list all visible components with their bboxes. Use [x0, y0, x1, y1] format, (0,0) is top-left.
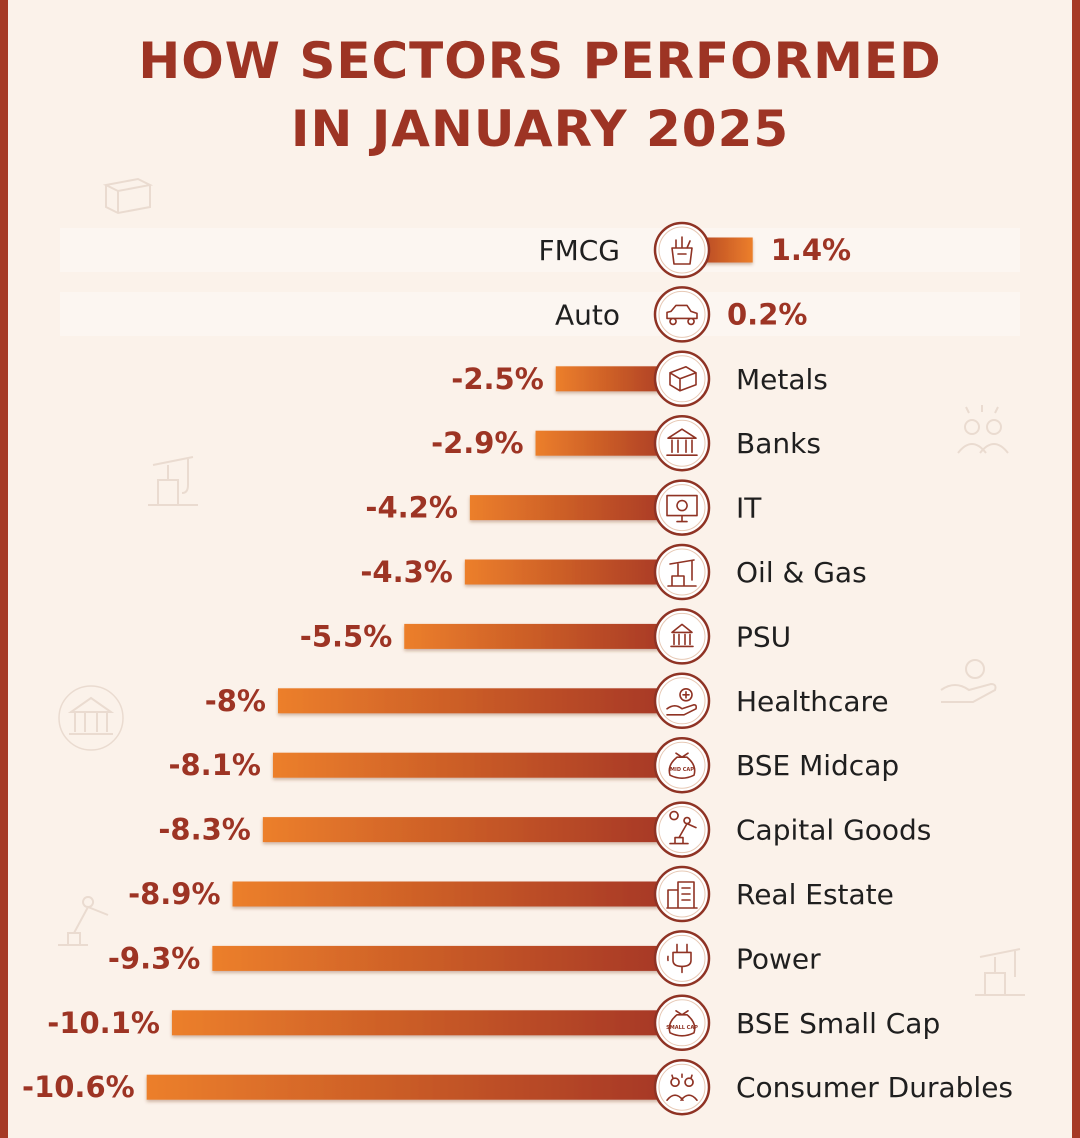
category-label-13: Consumer Durables [736, 1071, 1013, 1104]
icon-caption-8: MID CAP [670, 767, 694, 773]
value-label-10: -8.9% [128, 877, 220, 911]
robotic-arm-icon [653, 801, 711, 858]
category-label-10: Real Estate [736, 878, 894, 911]
robotic-arm-icon [58, 896, 109, 946]
consumer-people-icon [653, 1058, 711, 1116]
car-icon [653, 286, 711, 343]
bar-4 [469, 495, 682, 521]
background-stripe [60, 228, 1020, 272]
value-label-4: -4.2% [365, 491, 457, 525]
power-plug-icon [653, 930, 711, 987]
money-bag-small-cap-icon: SMALL CAP [653, 994, 711, 1052]
category-label-5: Oil & Gas [736, 556, 867, 589]
government-building-icon [58, 685, 124, 751]
category-label-7: Healthcare [736, 685, 889, 718]
value-label-3: -2.9% [431, 426, 523, 460]
bar-9 [262, 817, 682, 843]
value-label-5: -4.3% [360, 555, 452, 589]
government-building-icon [653, 608, 711, 665]
money-bag-mid-cap-icon: MID CAP [653, 736, 711, 794]
bar-7 [278, 688, 682, 714]
bank-icon [653, 414, 711, 472]
oil-pump-icon [148, 456, 198, 506]
bar-10 [232, 881, 683, 907]
category-label-4: IT [736, 492, 762, 525]
value-label-6: -5.5% [300, 619, 392, 653]
value-label-0: 1.4% [771, 233, 851, 267]
category-label-8: BSE Midcap [736, 749, 899, 782]
value-label-9: -8.3% [158, 813, 250, 847]
category-label-9: Capital Goods [736, 814, 931, 847]
bar-12 [171, 1010, 682, 1036]
bar-6 [404, 623, 682, 649]
category-label-3: Banks [736, 427, 821, 460]
steel-beam-icon [653, 350, 711, 408]
value-label-13: -10.6% [22, 1070, 135, 1104]
category-label-0: FMCG [538, 234, 620, 267]
frame-right-border [1072, 0, 1080, 1138]
chart-title-line-1: HOW SECTORS PERFORMED [138, 32, 942, 90]
computer-gear-icon [653, 479, 711, 536]
bar-11 [212, 945, 682, 971]
category-label-12: BSE Small Cap [736, 1007, 940, 1040]
healthcare-hand-icon [653, 672, 711, 730]
background-stripe [60, 292, 1020, 336]
value-label-7: -8% [205, 684, 266, 718]
value-label-8: -8.1% [168, 748, 260, 782]
value-label-11: -9.3% [108, 941, 200, 975]
bar-13 [146, 1074, 682, 1100]
oil-pump-icon [975, 948, 1025, 996]
icon-caption-12: SMALL CAP [666, 1025, 698, 1031]
category-label-6: PSU [736, 620, 791, 653]
category-label-11: Power [736, 942, 821, 975]
bar-5 [464, 559, 682, 585]
value-label-2: -2.5% [451, 362, 543, 396]
value-label-1: 0.2% [727, 297, 807, 331]
bar-8 [272, 752, 682, 778]
healthcare-hand-icon [940, 659, 997, 703]
chart-title-line-2: IN JANUARY 2025 [290, 100, 790, 158]
frame-left-border [0, 0, 8, 1138]
oil-pump-icon [653, 543, 711, 601]
category-label-2: Metals [736, 363, 828, 396]
consumer-people-icon [957, 405, 1009, 454]
grocery-bag-icon [653, 221, 711, 279]
steel-beam-icon [102, 177, 154, 215]
value-label-12: -10.1% [47, 1006, 160, 1040]
category-label-1: Auto [555, 298, 620, 331]
buildings-icon [653, 865, 711, 923]
